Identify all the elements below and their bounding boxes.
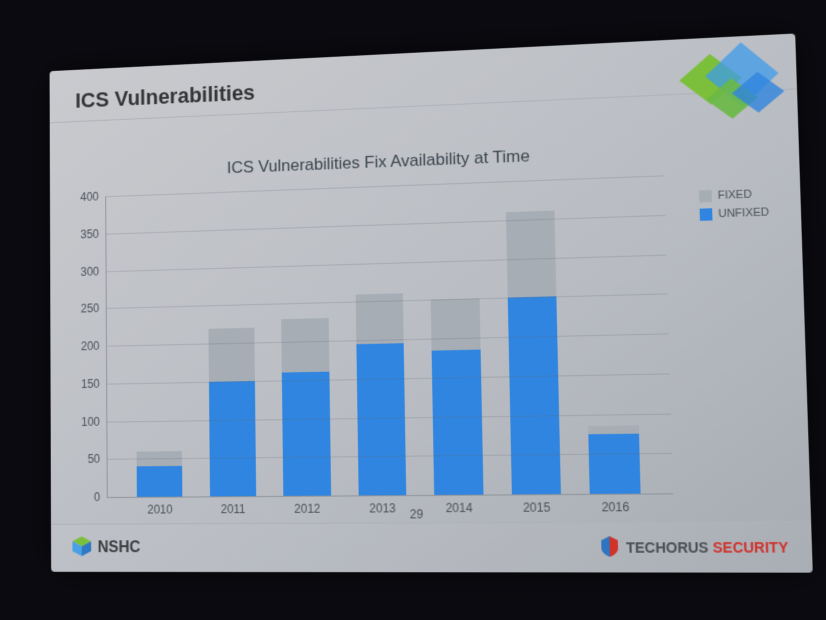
chart-plot: 2010201120122013201420152016 05010015020… <box>105 175 673 498</box>
nshc-cube-icon <box>71 535 92 562</box>
y-axis-label: 300 <box>81 264 107 278</box>
bar-segment-fixed <box>281 318 328 373</box>
brand-nshc: NSHC <box>71 535 140 562</box>
legend-label-unfixed: UNFIXED <box>718 206 769 220</box>
bar-segment-fixed <box>208 327 255 381</box>
brand-techorus-word1: TECHORUS <box>626 539 709 556</box>
chart-area: ICS Vulnerabilities Fix Availability at … <box>105 141 672 503</box>
bar-segment-unfixed <box>356 343 406 495</box>
x-axis-label: 2014 <box>445 501 472 515</box>
bar-segment-unfixed <box>137 466 183 497</box>
bar-segment-unfixed <box>432 349 483 495</box>
legend: FIXED UNFIXED <box>699 188 770 227</box>
bar-segment-fixed <box>431 299 480 351</box>
page-number: 29 <box>410 507 424 521</box>
y-axis-label: 150 <box>81 377 107 391</box>
x-axis-label: 2016 <box>601 500 629 515</box>
x-axis-label: 2013 <box>369 501 396 515</box>
nshc-cube-svg <box>71 535 92 557</box>
legend-item-fixed: FIXED <box>699 188 769 203</box>
y-axis-label: 50 <box>88 452 108 466</box>
x-axis-label: 2012 <box>294 502 320 516</box>
brand-techorus-word2: SECURITY <box>712 539 788 556</box>
x-axis-label: 2010 <box>147 503 172 517</box>
bar-segment-unfixed <box>508 297 561 495</box>
bar-segment-unfixed <box>282 372 331 496</box>
y-axis-label: 0 <box>94 490 108 504</box>
legend-label-fixed: FIXED <box>718 188 752 201</box>
legend-swatch-unfixed <box>699 208 712 221</box>
y-axis-label: 350 <box>80 227 106 241</box>
slide-title: ICS Vulnerabilities <box>75 55 767 113</box>
legend-item-unfixed: UNFIXED <box>699 206 769 221</box>
bar-segment-unfixed <box>589 434 640 494</box>
emblem-red <box>609 536 618 557</box>
slide-footer: NSHC TECHORUS SECURITY <box>51 521 813 573</box>
bar-segment-unfixed <box>209 381 256 497</box>
y-axis-label: 250 <box>81 301 107 315</box>
bar-segment-fixed <box>506 211 557 298</box>
y-axis-label: 100 <box>81 414 107 428</box>
y-axis-label: 400 <box>80 190 106 204</box>
x-axis-label: 2015 <box>523 500 551 515</box>
slide-card: ICS Vulnerabilities ICS Vulnerabilities … <box>50 33 813 572</box>
brand-techorus: TECHORUS SECURITY <box>599 534 789 560</box>
emblem-blue <box>601 536 610 557</box>
slide-header: ICS Vulnerabilities <box>50 33 797 123</box>
techorus-emblem-icon <box>599 535 620 561</box>
legend-swatch-fixed <box>699 190 712 203</box>
brand-nshc-text: NSHC <box>98 539 141 557</box>
y-axis-label: 200 <box>81 339 107 353</box>
techorus-emblem-svg <box>599 535 620 558</box>
x-axis-label: 2011 <box>221 502 246 516</box>
chart-title: ICS Vulnerabilities Fix Availability at … <box>105 141 663 183</box>
